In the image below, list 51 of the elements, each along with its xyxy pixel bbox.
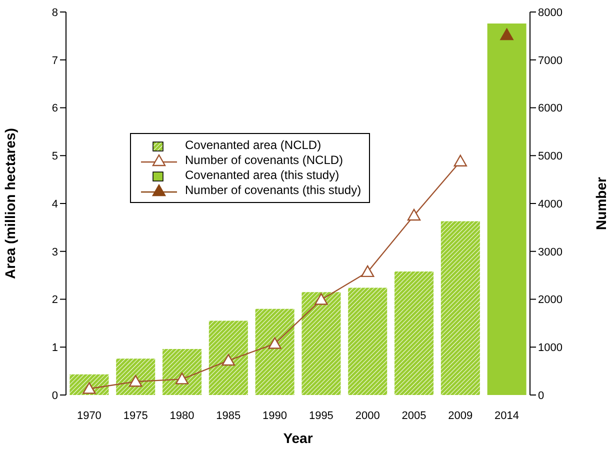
- y-tick-label: 6: [52, 102, 58, 115]
- bar: [440, 221, 480, 395]
- bar: [348, 288, 388, 395]
- y-tick-label: 7: [52, 54, 58, 67]
- y2-tick-label: 8000: [538, 6, 562, 19]
- x-tick-label: 1990: [262, 410, 288, 422]
- y2-tick-label: 7000: [538, 54, 562, 67]
- y2-tick-label: 1000: [538, 342, 562, 354]
- point: [222, 354, 235, 366]
- legend-label: Covenanted area (this study): [185, 168, 340, 183]
- y2-tick-label: 3000: [538, 246, 562, 258]
- point: [500, 28, 514, 40]
- y2-tick-label: 2000: [538, 294, 562, 306]
- y-tick-label: 0: [52, 390, 58, 402]
- x-tick-label: 2005: [402, 410, 426, 422]
- point: [454, 154, 467, 166]
- y2-axis-title: Number: [592, 176, 609, 230]
- legend-label: Covenanted area (NCLD): [185, 138, 322, 153]
- bar: [394, 271, 434, 395]
- y-tick-label: 8: [52, 6, 58, 19]
- y2-tick-label: 0: [538, 390, 544, 402]
- x-tick-label: 1995: [308, 410, 334, 422]
- x-tick-label: 1970: [76, 410, 102, 422]
- y-tick-label: 5: [52, 150, 58, 163]
- point: [314, 293, 328, 305]
- y-tick-label: 3: [52, 246, 58, 258]
- x-axis-title: Year: [283, 430, 314, 446]
- bar: [487, 23, 526, 395]
- y-axis-title: Area (million hectares): [2, 128, 18, 279]
- y2-tick-label: 6000: [538, 102, 562, 115]
- x-tick-label: 2000: [355, 410, 380, 422]
- bar: [116, 358, 156, 395]
- x-tick-label: 2014: [494, 410, 520, 422]
- y-tick-label: 1: [52, 342, 58, 354]
- bar: [302, 292, 341, 395]
- legend-label: Number of covenants (this study): [185, 183, 362, 198]
- bar: [162, 349, 202, 395]
- x-tick-label: 2009: [448, 410, 473, 422]
- x-tick-label: 1975: [123, 410, 148, 422]
- point: [361, 265, 374, 278]
- x-tick-label: 1985: [216, 410, 241, 422]
- y-tick-label: 2: [52, 294, 58, 306]
- point: [407, 208, 421, 221]
- y2-tick-label: 4000: [538, 198, 562, 210]
- y-tick-label: 4: [52, 198, 58, 210]
- y2-tick-label: 5000: [538, 150, 562, 163]
- x-tick-label: 1980: [170, 410, 194, 422]
- point: [268, 337, 282, 349]
- legend-label: Number of covenants (NCLD): [185, 153, 344, 168]
- bar: [255, 308, 294, 395]
- bar: [208, 320, 248, 395]
